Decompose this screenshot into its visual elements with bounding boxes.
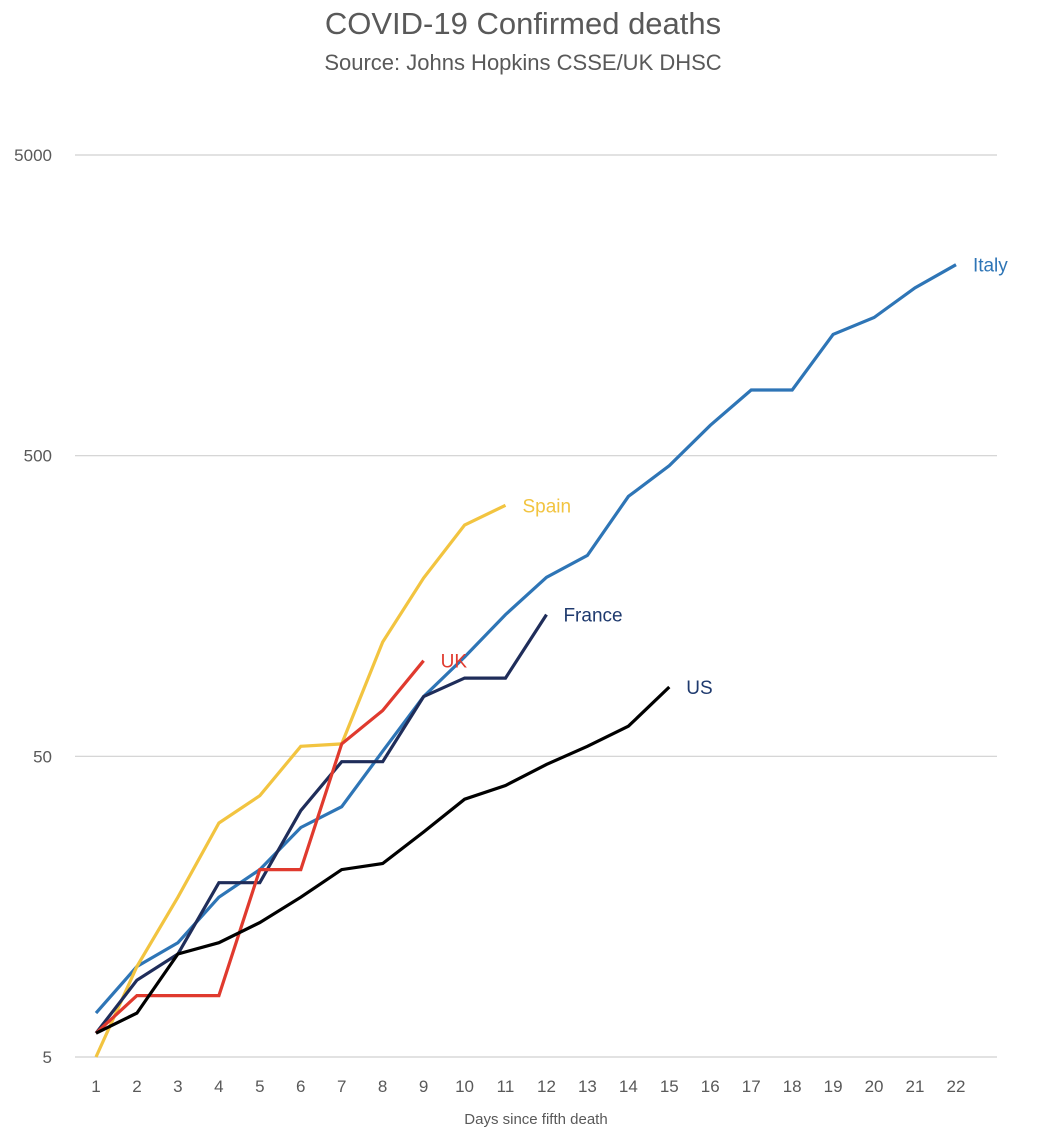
y-axis-tick-labels: 5000 500 50 5 [14, 146, 52, 1067]
series-line-france [94, 613, 548, 1035]
series-label-spain: Spain [523, 496, 572, 517]
x-tick-label: 9 [419, 1077, 428, 1096]
series-label-uk: UK [441, 652, 468, 673]
x-tick-label: 3 [173, 1077, 182, 1096]
x-tick-label: 6 [296, 1077, 305, 1096]
y-tick-label: 5 [43, 1048, 52, 1067]
x-tick-label: 22 [946, 1077, 965, 1096]
x-tick-label: 4 [214, 1077, 223, 1096]
x-tick-label: 18 [783, 1077, 802, 1096]
x-tick-label: 20 [865, 1077, 884, 1096]
x-tick-label: 19 [824, 1077, 843, 1096]
series-line-italy [94, 263, 957, 1015]
x-tick-label: 14 [619, 1077, 638, 1096]
x-axis-tick-labels: 1 2 3 4 5 6 7 8 9 10 11 12 13 14 15 16 17 18 19 20 21 22 [91, 1077, 965, 1096]
y-tick-label: 5000 [14, 146, 52, 165]
x-tick-label: 7 [337, 1077, 346, 1096]
gridlines [75, 154, 997, 1058]
x-tick-label: 16 [701, 1077, 720, 1096]
y-tick-label: 50 [33, 747, 52, 766]
series-line-spain [94, 503, 507, 1058]
x-tick-label: 10 [455, 1077, 474, 1096]
x-tick-label: 5 [255, 1077, 264, 1096]
y-tick-label: 500 [24, 447, 52, 466]
series-label-us: US [686, 678, 712, 699]
x-tick-label: 8 [378, 1077, 387, 1096]
x-tick-label: 2 [132, 1077, 141, 1096]
x-tick-label: 15 [660, 1077, 679, 1096]
chart-subtitle: Source: Johns Hopkins CSSE/UK DHSC [324, 50, 722, 75]
x-tick-label: 17 [742, 1077, 761, 1096]
x-tick-label: 13 [578, 1077, 597, 1096]
series-line-uk [94, 659, 425, 1035]
x-tick-label: 11 [497, 1077, 515, 1096]
series-label-france: France [563, 606, 622, 627]
series-lines [94, 263, 957, 1058]
series-label-italy: Italy [973, 256, 1008, 277]
x-tick-label: 12 [537, 1077, 556, 1096]
series-labels: Italy Spain France UK US [441, 256, 1009, 699]
chart-title: COVID-19 Confirmed deaths [324, 6, 722, 41]
series-line-us [95, 685, 671, 1035]
x-axis-label: Days since fifth death [464, 1111, 607, 1128]
x-tick-label: 1 [91, 1077, 100, 1096]
x-tick-label: 21 [906, 1077, 925, 1096]
